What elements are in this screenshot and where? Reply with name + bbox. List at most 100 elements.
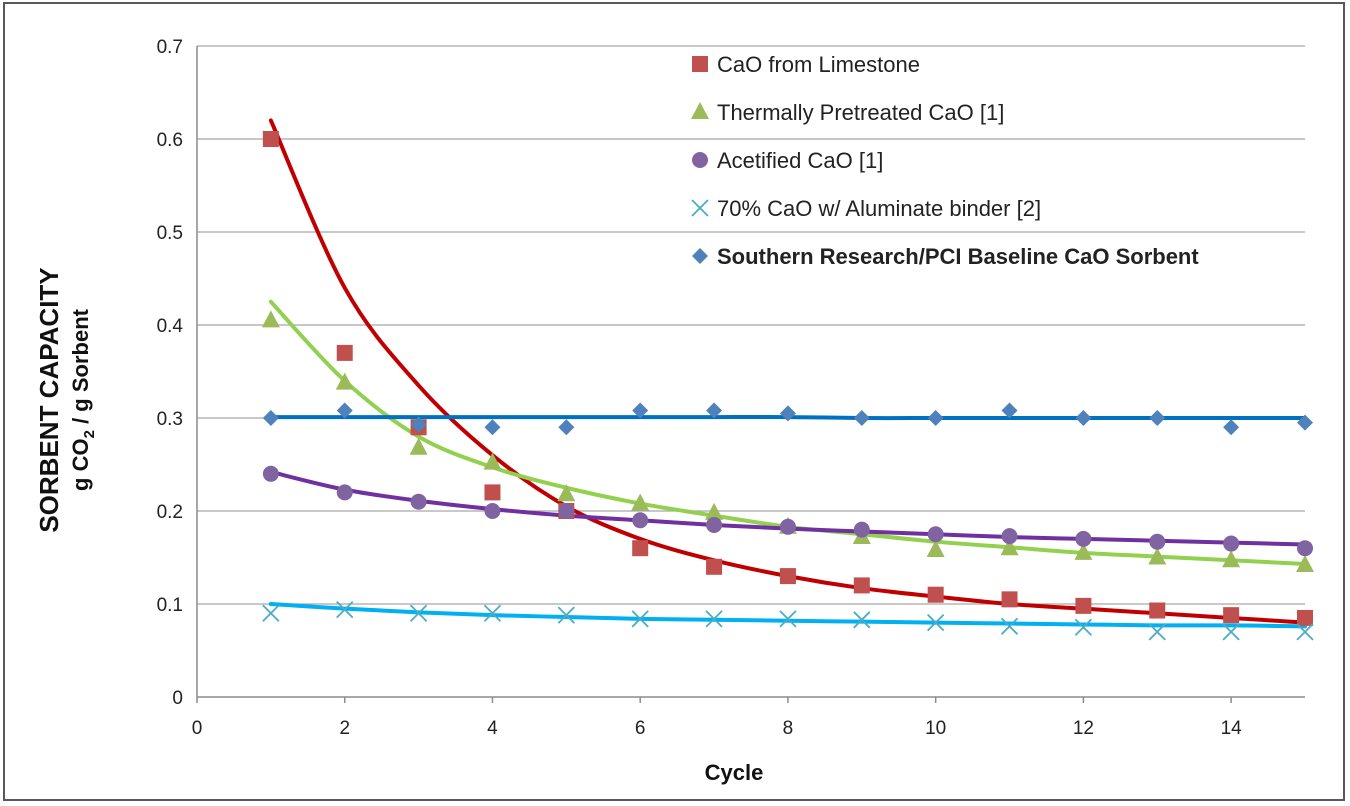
legend-marker-thermally-pretreated-cao-1	[691, 102, 709, 119]
point-70-cao-w-aluminate-binder-2	[1000, 617, 1019, 635]
point-cao-from-limestone	[927, 586, 944, 603]
point-thermally-pretreated-cao-1	[1148, 547, 1167, 565]
x-tick-label: 14	[1221, 718, 1243, 739]
point-acetified-cao-1	[484, 503, 501, 519]
point-southern-research-pci-baseline-cao-sorbent	[927, 410, 944, 426]
point-thermally-pretreated-cao-1	[1074, 542, 1093, 560]
data-markers	[261, 131, 1314, 641]
chart-frame	[3, 2, 1345, 801]
y-tick-label: 0.6	[157, 130, 183, 151]
point-cao-from-limestone	[1223, 607, 1240, 624]
point-cao-from-limestone	[1075, 597, 1092, 614]
axes	[196, 46, 1305, 703]
y-tick-labels: 0 0.1 0.2 0.3 0.4 0.5 0.6 0.7	[157, 37, 184, 709]
point-thermally-pretreated-cao-1	[261, 310, 280, 328]
point-southern-research-pci-baseline-cao-sorbent	[410, 416, 427, 433]
point-acetified-cao-1	[410, 493, 427, 510]
point-southern-research-pci-baseline-cao-sorbent	[1075, 410, 1092, 426]
trendline-cao-from-limestone	[268, 118, 1307, 625]
point-thermally-pretreated-cao-1	[483, 452, 502, 470]
point-southern-research-pci-baseline-cao-sorbent	[706, 402, 723, 419]
legend-label-cao-from-limestone: CaO from Limestone	[717, 52, 920, 77]
point-southern-research-pci-baseline-cao-sorbent	[779, 405, 796, 422]
x-tick-label: 0	[192, 718, 203, 739]
point-southern-research-pci-baseline-cao-sorbent	[1001, 402, 1018, 419]
point-70-cao-w-aluminate-binder-2	[336, 600, 354, 619]
point-thermally-pretreated-cao-1	[1296, 554, 1314, 572]
y-tick-label: 0.4	[157, 316, 184, 337]
point-acetified-cao-1	[1297, 540, 1313, 557]
point-cao-from-limestone	[336, 344, 353, 361]
point-cao-from-limestone	[1001, 591, 1018, 608]
point-southern-research-pci-baseline-cao-sorbent	[632, 402, 649, 419]
x-tick-label: 4	[487, 718, 498, 739]
point-southern-research-pci-baseline-cao-sorbent	[262, 410, 279, 426]
point-southern-research-pci-baseline-cao-sorbent	[484, 419, 501, 436]
point-acetified-cao-1	[1223, 535, 1240, 552]
point-cao-from-limestone	[1149, 602, 1166, 619]
point-70-cao-w-aluminate-binder-2	[1222, 623, 1240, 641]
point-southern-research-pci-baseline-cao-sorbent	[1297, 414, 1313, 431]
point-acetified-cao-1	[336, 484, 353, 501]
legend-label-acetified-cao-1: Acetified CaO [1]	[717, 148, 883, 173]
point-70-cao-w-aluminate-binder-2	[927, 613, 945, 632]
point-acetified-cao-1	[1075, 530, 1092, 547]
point-70-cao-w-aluminate-binder-2	[631, 610, 649, 628]
y-tick-label: 0.2	[157, 502, 183, 523]
point-acetified-cao-1	[1001, 528, 1018, 545]
point-thermally-pretreated-cao-1	[557, 484, 576, 502]
legend-label-thermally-pretreated-cao-1: Thermally Pretreated CaO [1]	[717, 100, 1004, 125]
point-70-cao-w-aluminate-binder-2	[1074, 618, 1093, 636]
point-cao-from-limestone	[1297, 609, 1313, 626]
y-axis-title: SORBENT CAPACITY g CO2 / g Sorbent	[34, 267, 98, 532]
point-southern-research-pci-baseline-cao-sorbent	[1149, 410, 1166, 426]
point-thermally-pretreated-cao-1	[926, 540, 945, 558]
point-70-cao-w-aluminate-binder-2	[262, 604, 280, 622]
point-70-cao-w-aluminate-binder-2	[409, 604, 428, 622]
trendline-70-cao-w-aluminate-binder-2	[268, 602, 1307, 629]
point-70-cao-w-aluminate-binder-2	[1296, 623, 1314, 641]
point-acetified-cao-1	[706, 516, 723, 533]
point-thermally-pretreated-cao-1	[705, 502, 724, 520]
point-acetified-cao-1	[1149, 533, 1166, 550]
point-southern-research-pci-baseline-cao-sorbent	[558, 419, 575, 436]
x-tick-label: 12	[1073, 718, 1094, 739]
point-cao-from-limestone	[484, 484, 501, 501]
x-tick-label: 8	[783, 718, 794, 739]
y-axis-title-main: SORBENT CAPACITY	[34, 267, 64, 532]
point-cao-from-limestone	[262, 131, 279, 147]
point-cao-from-limestone	[632, 540, 649, 557]
point-acetified-cao-1	[558, 503, 575, 519]
y-tick-label: 0	[172, 688, 183, 709]
legend-marker-acetified-cao-1	[692, 152, 708, 168]
x-axis-title: Cycle	[705, 760, 764, 785]
x-tick-label: 2	[339, 718, 350, 739]
point-70-cao-w-aluminate-binder-2	[705, 610, 723, 628]
point-thermally-pretreated-cao-1	[335, 372, 354, 390]
y-axis-title-units: g CO2 / g Sorbent	[68, 308, 98, 491]
point-cao-from-limestone	[779, 568, 796, 585]
point-acetified-cao-1	[779, 518, 796, 535]
legend-label-70-cao-w-aluminate-binder-2: 70% CaO w/ Aluminate binder [2]	[717, 196, 1041, 221]
y-tick-label: 0.3	[157, 409, 183, 430]
point-acetified-cao-1	[632, 512, 649, 529]
point-70-cao-w-aluminate-binder-2	[1148, 623, 1166, 641]
point-cao-from-limestone	[706, 558, 723, 575]
point-southern-research-pci-baseline-cao-sorbent	[853, 410, 870, 426]
y-tick-label: 0.5	[157, 223, 183, 244]
legend-marker-70-cao-w-aluminate-binder-2	[691, 199, 709, 217]
x-tick-label: 10	[925, 718, 946, 739]
point-70-cao-w-aluminate-binder-2	[853, 611, 871, 629]
y-tick-label: 0.1	[157, 595, 183, 616]
legend-label-southern-research-pci-baseline-cao-sorbent: Southern Research/PCI Baseline CaO Sorbe…	[717, 244, 1199, 269]
point-70-cao-w-aluminate-binder-2	[557, 606, 575, 624]
legend-marker-southern-research-pci-baseline-cao-sorbent	[692, 248, 708, 264]
point-thermally-pretreated-cao-1	[409, 437, 428, 455]
point-70-cao-w-aluminate-binder-2	[779, 610, 797, 628]
point-acetified-cao-1	[927, 526, 944, 543]
point-thermally-pretreated-cao-1	[631, 493, 650, 511]
y-tick-label: 0.7	[157, 37, 183, 58]
point-acetified-cao-1	[853, 521, 870, 538]
point-thermally-pretreated-cao-1	[1000, 538, 1019, 556]
